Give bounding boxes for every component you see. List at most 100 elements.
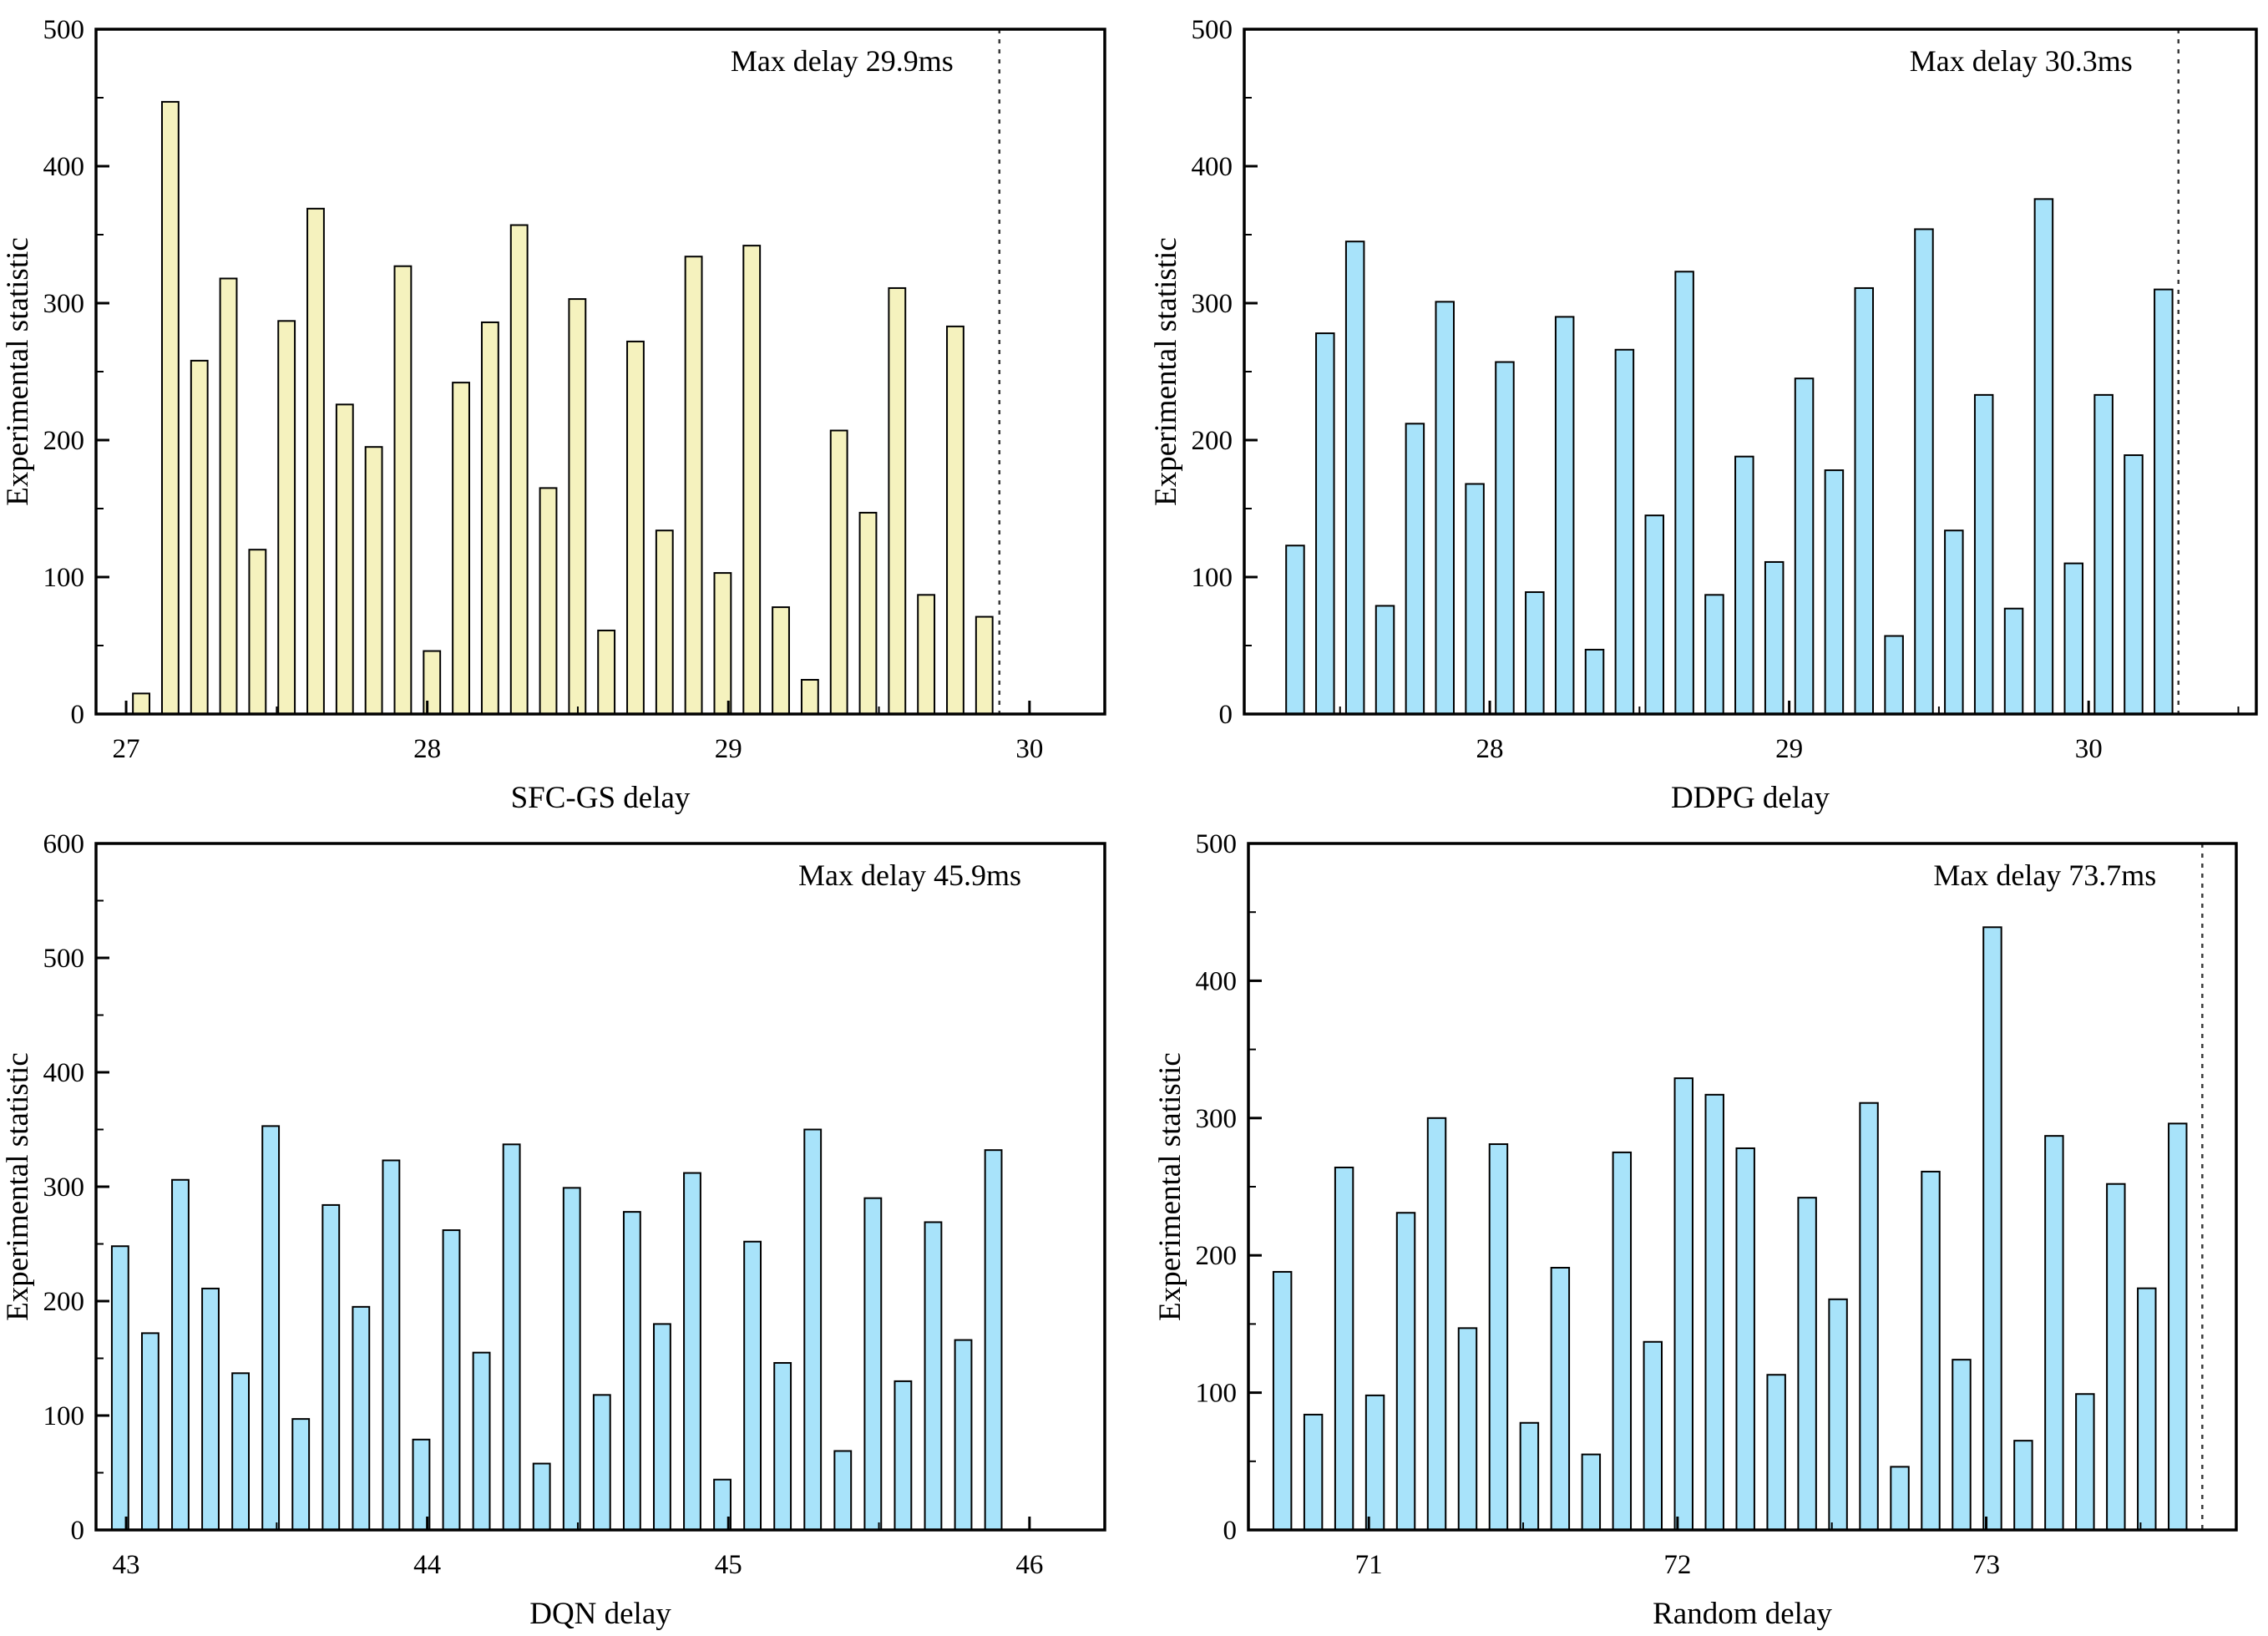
histogram-bar: [335, 403, 354, 715]
histogram-bar: [2106, 1183, 2126, 1531]
y-tick-label: 100: [1192, 563, 1233, 593]
axes-layer: 0 100 200 300 400 500 28 29 30: [1192, 15, 2258, 764]
y-tick-label: 300: [43, 289, 85, 319]
histogram-bar: [829, 429, 848, 716]
histogram-bar: [1884, 635, 1904, 716]
histogram-bar: [1550, 1267, 1571, 1531]
histogram-bar: [975, 615, 994, 715]
histogram-bar: [393, 265, 413, 716]
histogram-bar: [1794, 377, 1815, 715]
y-tick-label: 400: [43, 152, 85, 182]
histogram-bar: [562, 1187, 581, 1531]
histogram-bar: [1364, 1394, 1385, 1532]
x-tick-label: 73: [1972, 1550, 2000, 1580]
histogram-bar: [772, 606, 790, 716]
histogram-bar: [984, 1149, 1003, 1532]
axes-layer: 0 100 200 300 400 500 600 43 44 45 46: [43, 829, 1106, 1580]
y-tick-label: 300: [1196, 1104, 1238, 1134]
histogram-bar: [1797, 1197, 1817, 1532]
histogram-bar: [231, 1372, 251, 1532]
histogram-bar: [1334, 1166, 1354, 1531]
histogram-bar: [1612, 1151, 1633, 1532]
histogram-bar: [2033, 198, 2054, 716]
x-tick-label: 28: [1476, 734, 1504, 764]
histogram-bar: [171, 1178, 190, 1532]
x-tick-label: 43: [113, 1550, 140, 1580]
histogram-bar: [863, 1197, 883, 1531]
histogram-bar: [1982, 926, 2002, 1531]
histogram-bar: [190, 359, 209, 715]
histogram-bar: [140, 1332, 159, 1531]
histogram-bar: [1435, 301, 1455, 715]
histogram-bar: [219, 277, 238, 716]
histogram-bar: [1303, 1413, 1324, 1532]
axes-layer: 0 100 200 300 400 500 27 28 29 30: [43, 15, 1106, 764]
y-tick-label: 200: [1196, 1241, 1238, 1271]
histogram-bar: [743, 1240, 762, 1531]
histogram-bar: [1824, 469, 1845, 716]
histogram-bar: [1315, 332, 1335, 715]
max-delay-annotation: Max delay 45.9ms: [798, 859, 1021, 892]
histogram-bar: [1828, 1298, 1848, 1532]
histogram-bar: [248, 549, 267, 716]
histogram-bar: [1405, 423, 1425, 715]
histogram-bar: [132, 692, 150, 716]
histogram-bar: [894, 1380, 913, 1532]
y-tick-label: 0: [71, 700, 85, 730]
histogram-bar: [452, 382, 470, 715]
y-tick-label: 0: [1219, 700, 1233, 730]
histogram-bar: [713, 572, 732, 716]
histogram-bar: [1673, 1077, 1693, 1531]
bars-layer: [132, 100, 994, 716]
histogram-bar: [773, 1361, 792, 1531]
histogram-bar: [1285, 544, 1305, 716]
histogram-bar: [382, 1159, 401, 1531]
y-axis-title: Experimental statistic: [1149, 237, 1183, 506]
histogram-bar: [2063, 562, 2084, 715]
x-tick-label: 45: [715, 1550, 742, 1580]
bars-layer: [1272, 926, 2188, 1532]
max-delay-annotation: Max delay 30.3ms: [1910, 44, 2133, 78]
histogram-bar: [532, 1462, 551, 1532]
histogram-bar: [1525, 591, 1545, 715]
histogram-bar: [1554, 316, 1575, 715]
x-tick-label: 30: [2075, 734, 2103, 764]
histogram-bar: [655, 529, 674, 715]
x-tick-label: 71: [1355, 1550, 1383, 1580]
histogram-bar: [1921, 1170, 1941, 1532]
y-tick-label: 300: [43, 1173, 85, 1203]
y-tick-label: 400: [1192, 152, 1233, 182]
x-axis-title: DDPG delay: [1671, 781, 1830, 815]
histogram-bar: [472, 1351, 491, 1532]
histogram-bar: [1488, 1143, 1509, 1532]
histogram-bar: [683, 1172, 701, 1532]
histogram-bar: [352, 1305, 371, 1531]
histogram-bar: [1766, 1374, 1786, 1531]
histogram-bar: [597, 629, 616, 716]
histogram-bar: [803, 1128, 823, 1531]
histogram-bar: [442, 1229, 461, 1532]
histogram-bar: [1704, 1093, 1724, 1531]
x-tick-label: 72: [1663, 1550, 1691, 1580]
histogram-bar: [502, 1143, 521, 1532]
x-tick-label: 30: [1015, 734, 1043, 764]
y-tick-label: 100: [43, 1401, 85, 1431]
histogram-bar: [742, 245, 762, 715]
histogram-bar: [160, 100, 180, 716]
histogram-bar: [1426, 1117, 1447, 1532]
histogram-bar: [946, 325, 964, 715]
y-tick-label: 200: [43, 1287, 85, 1317]
y-tick-label: 400: [1196, 966, 1238, 996]
histogram-bar: [480, 321, 499, 715]
max-delay-annotation: Max delay 29.9ms: [731, 44, 954, 78]
histogram-bar: [2013, 1440, 2033, 1532]
histogram-bar: [924, 1221, 943, 1531]
histogram-bar: [364, 446, 383, 715]
x-tick-label: 44: [413, 1550, 441, 1580]
histogram-bar: [1644, 514, 1665, 716]
x-axis-title: DQN delay: [529, 1597, 671, 1631]
histogram-bar: [1584, 648, 1605, 715]
x-tick-label: 29: [715, 734, 742, 764]
